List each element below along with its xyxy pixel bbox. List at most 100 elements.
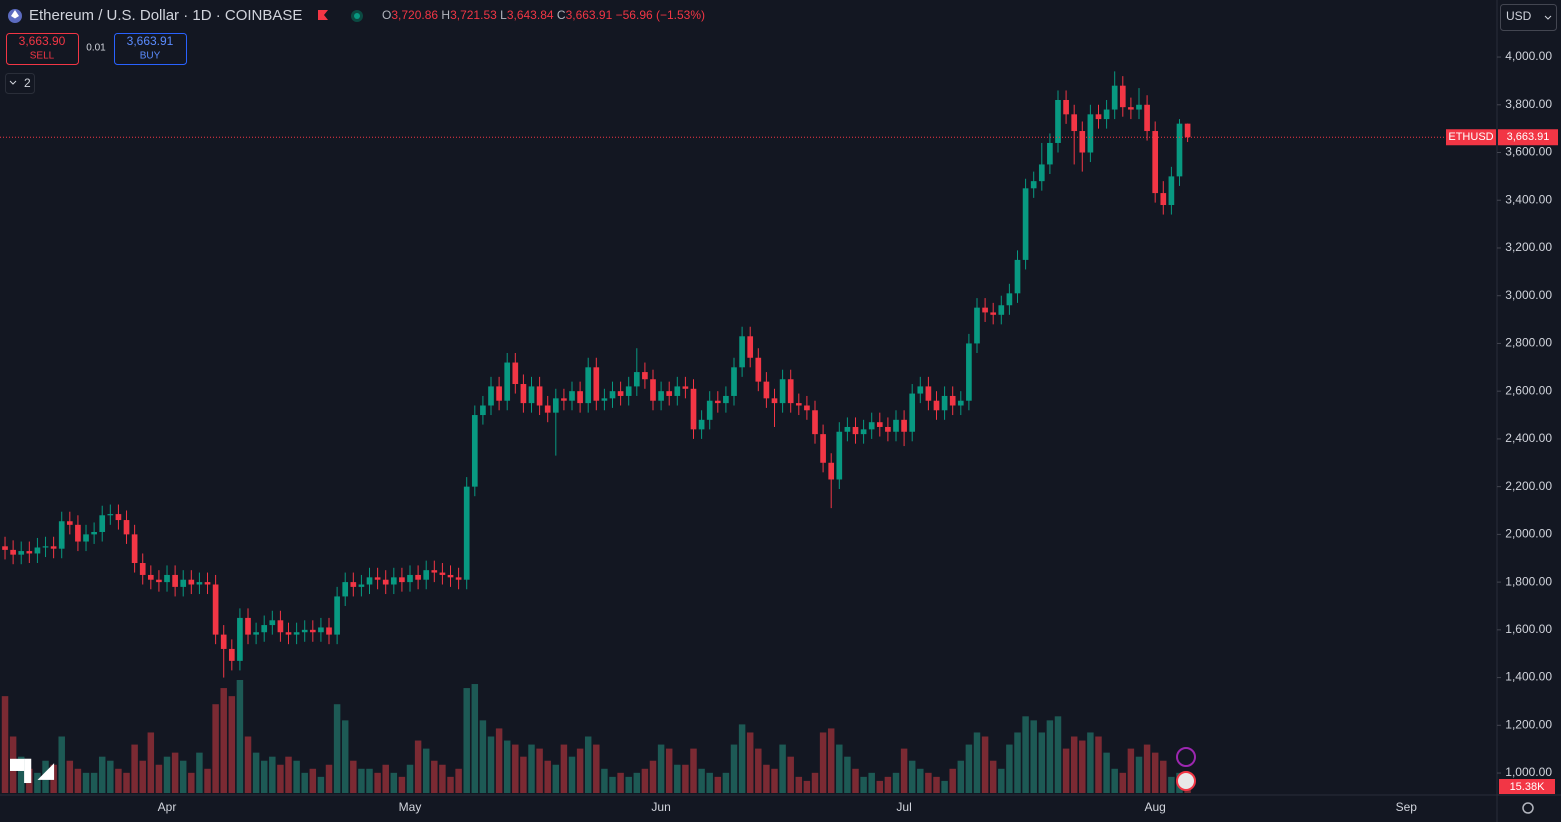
volume-bar xyxy=(1046,720,1054,793)
candle-body xyxy=(974,307,980,344)
volume-bar xyxy=(674,764,681,793)
volume-bar xyxy=(301,772,308,793)
volume-bar xyxy=(447,776,454,793)
volume-bar xyxy=(665,748,673,793)
candle-body xyxy=(172,574,178,587)
volume-bar xyxy=(698,768,705,793)
volume-bar xyxy=(163,756,171,793)
alert-icon[interactable] xyxy=(1176,747,1196,767)
y-tick-label: 3,200.00 xyxy=(1505,240,1552,254)
indicator-toggle[interactable] xyxy=(5,73,35,94)
candle-body xyxy=(415,574,421,580)
candle-body xyxy=(658,391,664,401)
volume-bar xyxy=(398,776,406,793)
candle-body xyxy=(585,367,592,404)
candle-body xyxy=(941,395,948,411)
candle-body xyxy=(269,620,276,626)
settings-icon[interactable] xyxy=(1522,802,1534,814)
volume-bar xyxy=(981,736,989,793)
candle-body xyxy=(277,620,284,633)
y-tick-label: 3,600.00 xyxy=(1505,145,1552,159)
volume-bar xyxy=(876,780,884,793)
volume-bar xyxy=(560,744,568,793)
candle-body xyxy=(18,551,25,555)
y-tick-label: 1,800.00 xyxy=(1505,574,1552,588)
volume-bar xyxy=(819,732,827,793)
y-tick-label: 2,200.00 xyxy=(1505,479,1552,493)
volume-bar xyxy=(50,764,57,793)
candle-body xyxy=(512,362,519,385)
volume-bar xyxy=(1014,732,1021,793)
volume-bar xyxy=(1168,776,1175,793)
candle-body xyxy=(1063,100,1069,115)
y-tick-label: 4,000.00 xyxy=(1505,49,1552,63)
volume-bar xyxy=(601,768,608,793)
candle-body xyxy=(617,391,624,396)
candle-body xyxy=(220,634,227,649)
candle-body xyxy=(188,579,195,585)
candle-body xyxy=(893,419,899,432)
volume-bar xyxy=(1143,744,1151,793)
volume-bar xyxy=(690,748,697,793)
flag-icon[interactable] xyxy=(318,10,328,20)
candle-body xyxy=(237,617,243,661)
volume-bar xyxy=(196,752,203,793)
candle-body xyxy=(1128,107,1134,110)
candle-body xyxy=(212,584,219,635)
events-icon[interactable] xyxy=(1176,771,1196,791)
volume-bar xyxy=(431,760,438,793)
candle-body xyxy=(301,629,308,633)
volume-bar xyxy=(487,736,495,793)
volume-bar xyxy=(1054,716,1062,793)
volume-bar xyxy=(115,768,122,793)
volume-bar xyxy=(463,688,470,793)
candle-body xyxy=(358,584,365,587)
candle-body xyxy=(844,426,851,432)
volume-tag xyxy=(1499,779,1555,794)
buy-button[interactable] xyxy=(114,33,187,65)
candle-body xyxy=(650,379,656,401)
candle-body xyxy=(561,398,567,401)
candle-body xyxy=(350,582,357,587)
candle-body xyxy=(1087,114,1094,153)
volume-bar xyxy=(633,772,641,793)
candle-body xyxy=(147,574,154,580)
candle-body xyxy=(552,398,559,413)
candle-body xyxy=(1144,104,1150,132)
candle-body xyxy=(366,577,373,585)
volume-bar xyxy=(269,756,276,793)
volume-bar xyxy=(528,744,535,793)
volume-bar xyxy=(147,732,155,793)
candle-body xyxy=(909,393,916,432)
candle-body xyxy=(609,391,616,399)
currency-select[interactable] xyxy=(1500,4,1557,31)
candle-body xyxy=(601,398,608,401)
volume-bar xyxy=(179,760,187,793)
volume-bar xyxy=(1006,744,1013,793)
volume-bar xyxy=(552,764,560,793)
candle-body xyxy=(42,546,49,548)
y-tick-label: 2,800.00 xyxy=(1505,336,1552,350)
volume-bar xyxy=(520,756,527,793)
y-tick-label: 2,600.00 xyxy=(1505,383,1552,397)
ohlc-legend: O3,720.86 H3,721.53 L3,643.84 C3,663.91 … xyxy=(382,8,705,22)
y-tick-label: 1,200.00 xyxy=(1505,717,1552,731)
volume-bar xyxy=(58,736,65,793)
ohlc-value: 3,643.84 xyxy=(507,8,554,22)
ohlc-value: 3,663.91 xyxy=(566,8,613,22)
candle-body xyxy=(1160,193,1167,206)
candle-body xyxy=(1152,131,1159,194)
candle-body xyxy=(990,312,997,315)
candle-body xyxy=(836,431,843,480)
candle-body xyxy=(747,336,754,358)
candle-body xyxy=(10,549,16,555)
volume-bar xyxy=(584,736,592,793)
candle-body xyxy=(407,574,413,583)
candle-body xyxy=(139,563,146,575)
chevron xyxy=(1544,15,1552,20)
x-tick-label: Apr xyxy=(158,800,177,814)
candle-body xyxy=(204,582,211,585)
candle-body xyxy=(156,579,162,583)
candle-body xyxy=(423,570,430,580)
sell-button[interactable] xyxy=(6,33,79,65)
